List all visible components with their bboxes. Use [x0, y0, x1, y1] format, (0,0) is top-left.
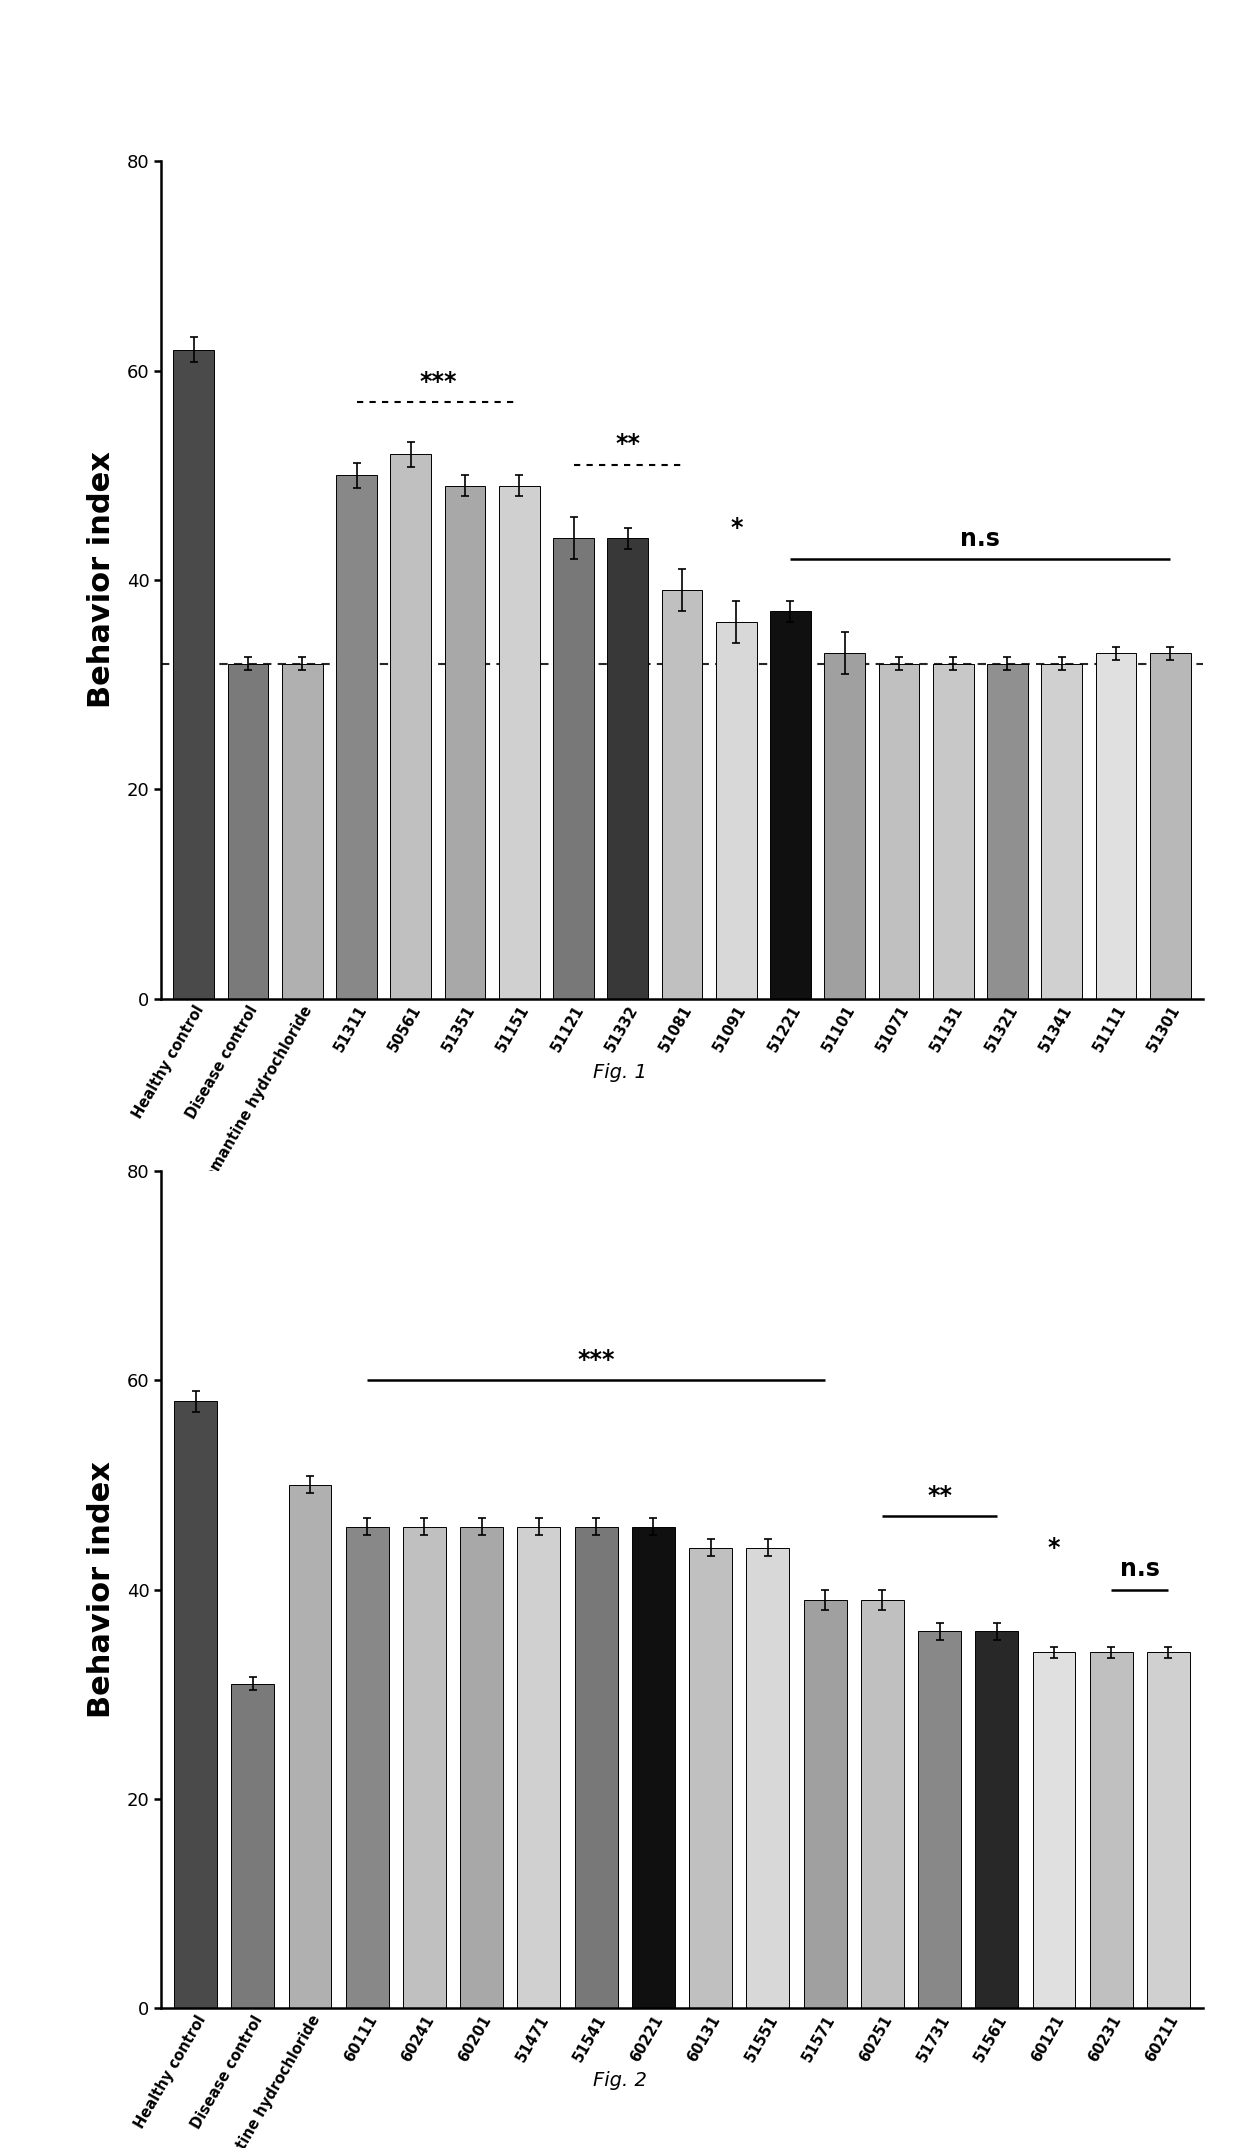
- Bar: [932, 664, 973, 999]
- Text: ***: ***: [578, 1347, 615, 1373]
- Bar: [336, 475, 377, 999]
- Bar: [391, 453, 432, 999]
- Bar: [879, 664, 919, 999]
- Text: *: *: [730, 516, 743, 539]
- Bar: [1096, 653, 1136, 999]
- Text: **: **: [928, 1484, 952, 1508]
- Bar: [281, 664, 322, 999]
- Bar: [804, 1600, 847, 2008]
- Bar: [403, 1527, 446, 2008]
- Bar: [289, 1484, 331, 2008]
- Text: *: *: [1048, 1536, 1060, 1559]
- Bar: [608, 537, 649, 999]
- Bar: [1149, 653, 1190, 999]
- Bar: [1090, 1652, 1132, 2008]
- Bar: [632, 1527, 675, 2008]
- Text: n.s: n.s: [961, 526, 1001, 550]
- Bar: [987, 664, 1028, 999]
- Bar: [174, 1400, 217, 2008]
- Text: n.s: n.s: [1120, 1557, 1159, 1581]
- Bar: [574, 1527, 618, 2008]
- Bar: [662, 591, 702, 999]
- Bar: [770, 612, 811, 999]
- Bar: [861, 1600, 904, 2008]
- Text: Fig. 2: Fig. 2: [593, 2071, 647, 2090]
- Bar: [1042, 664, 1083, 999]
- Bar: [825, 653, 866, 999]
- Bar: [918, 1632, 961, 2008]
- Bar: [553, 537, 594, 999]
- Bar: [1147, 1652, 1190, 2008]
- Bar: [346, 1527, 388, 2008]
- Bar: [715, 623, 756, 999]
- Text: ***: ***: [419, 369, 456, 393]
- Bar: [460, 1527, 503, 2008]
- Bar: [746, 1547, 790, 2008]
- Bar: [232, 1684, 274, 2008]
- Bar: [976, 1632, 1018, 2008]
- Text: **: **: [615, 432, 640, 455]
- Bar: [689, 1547, 732, 2008]
- Bar: [1033, 1652, 1075, 2008]
- Y-axis label: Behavior index: Behavior index: [87, 1461, 115, 1718]
- Bar: [498, 485, 539, 999]
- Text: Fig. 1: Fig. 1: [593, 1063, 647, 1083]
- Bar: [174, 350, 215, 999]
- Bar: [228, 664, 268, 999]
- Y-axis label: Behavior index: Behavior index: [87, 451, 115, 709]
- Bar: [445, 485, 485, 999]
- Bar: [517, 1527, 560, 2008]
